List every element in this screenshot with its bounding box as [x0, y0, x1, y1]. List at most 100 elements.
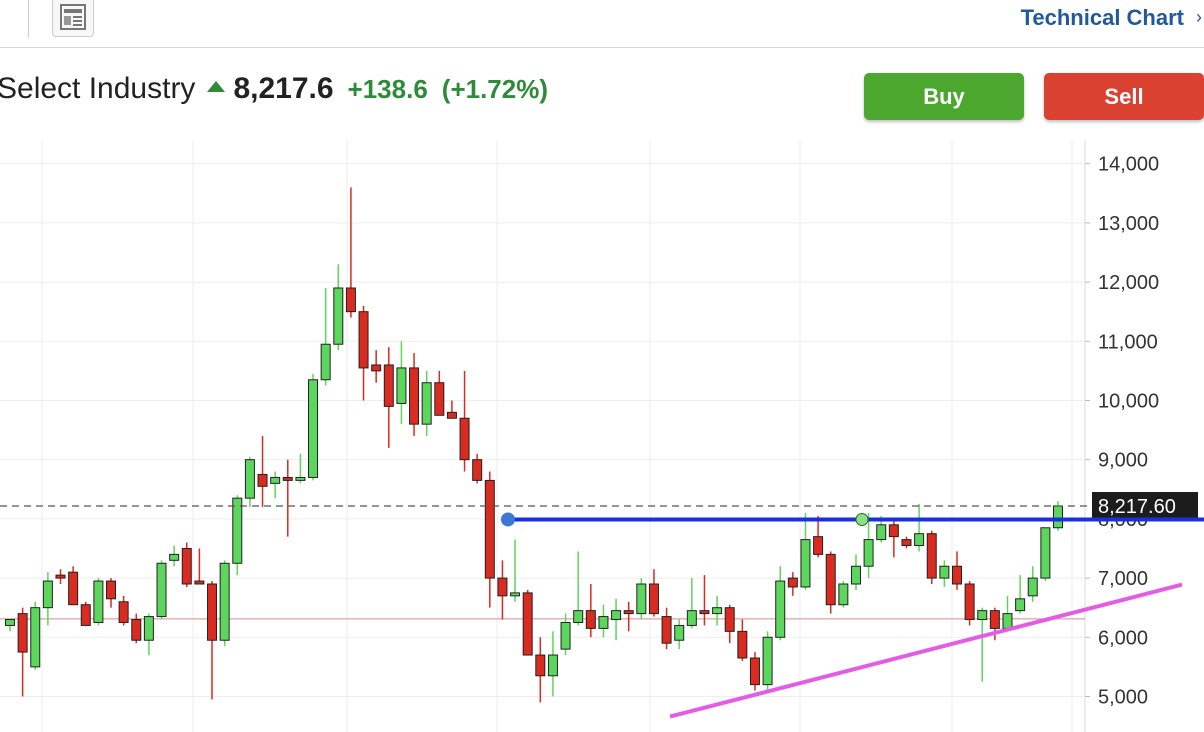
candle-body	[724, 607, 735, 632]
candle-body	[181, 547, 192, 585]
candle-body	[270, 476, 281, 484]
change-percent: (+1.72%)	[441, 74, 549, 104]
candle-body	[409, 367, 420, 425]
candle-body	[156, 562, 167, 618]
candle-body	[787, 577, 798, 588]
candle-body	[333, 287, 344, 345]
trend-line	[669, 582, 1183, 719]
y-tick-label: 12,000	[1098, 272, 1159, 294]
top-bar: Technical Chart ›	[0, 0, 1204, 48]
price: 8,217.6	[233, 72, 334, 105]
candle-body	[383, 364, 394, 407]
candle-body	[939, 565, 950, 579]
candle-body	[825, 553, 836, 606]
change: +138.6	[347, 74, 428, 104]
y-tick-label: 9,000	[1098, 450, 1148, 472]
candle-body	[295, 476, 306, 481]
line-handle	[501, 512, 515, 527]
candle-body	[510, 592, 521, 597]
y-tick-label: 6,000	[1098, 627, 1148, 649]
candle-body	[345, 287, 356, 313]
y-tick-label: 14,000	[1098, 154, 1159, 176]
candle-body	[232, 497, 243, 564]
layout-icon[interactable]	[52, 0, 94, 37]
candle-body	[838, 583, 849, 606]
candle-body	[169, 553, 180, 561]
candle-body	[80, 604, 91, 626]
candle-body	[143, 616, 154, 641]
candle-body	[813, 536, 824, 555]
candle-body	[850, 565, 861, 585]
line-handle	[855, 512, 869, 526]
candle-body	[926, 533, 937, 579]
quote: Select Industry 8,217.6 +138.6 (+1.72%)	[0, 72, 562, 106]
candle-body	[308, 379, 319, 478]
up-arrow	[207, 81, 226, 92]
instrument-name: Select Industry	[0, 72, 196, 105]
candle-body	[888, 524, 899, 538]
candle-body	[371, 364, 382, 372]
candle-body	[699, 610, 710, 615]
candle-body	[585, 610, 596, 629]
candle-body	[497, 577, 508, 597]
candle-body	[68, 571, 79, 606]
candle-body	[118, 601, 129, 623]
candle-body	[522, 592, 533, 656]
candle-body	[42, 580, 53, 609]
candle-body	[876, 524, 887, 541]
y-tick-label: 13,000	[1098, 213, 1159, 235]
candle-body	[1040, 527, 1051, 579]
candle-body	[1027, 577, 1038, 597]
candle-body	[674, 624, 685, 641]
candle-body	[535, 654, 546, 677]
candle-body	[421, 382, 432, 425]
candle-body	[219, 562, 230, 641]
candle-body	[611, 610, 622, 621]
candle-body	[194, 580, 205, 585]
candle-body	[661, 616, 672, 644]
y-tick-label: 11,000	[1098, 331, 1158, 353]
candle-body	[484, 479, 495, 579]
chevron: ›	[1196, 7, 1202, 27]
technical-chart-link[interactable]: Technical Chart	[1020, 5, 1184, 30]
candle-body	[775, 580, 786, 638]
candle-body	[320, 343, 331, 381]
candle-body	[648, 583, 659, 615]
candle-body	[762, 636, 773, 686]
candle-body	[686, 610, 697, 626]
candle-body	[1015, 598, 1026, 612]
candle-body	[712, 607, 723, 615]
y-tick-label: 5,000	[1098, 686, 1148, 708]
candle-body	[901, 539, 912, 547]
candle-body	[914, 533, 925, 547]
candle-body	[446, 411, 457, 419]
y-tick-label: 7,000	[1098, 568, 1148, 590]
candle-body	[951, 565, 962, 585]
candle-body	[989, 610, 1000, 629]
candle-body	[131, 619, 142, 641]
candle-body	[396, 367, 407, 404]
candle-body	[800, 539, 811, 588]
buy-button[interactable]: Buy	[864, 73, 1024, 120]
candle-body	[977, 610, 988, 621]
candle-body	[573, 610, 584, 623]
candle-body	[282, 476, 293, 481]
last-price-label: 8,217.60	[1098, 496, 1176, 518]
icon-graphic	[60, 4, 86, 30]
y-tick-label: 10,000	[1098, 390, 1159, 412]
candle-body	[1053, 505, 1063, 529]
candle-body	[1002, 613, 1013, 629]
candle-body	[636, 583, 647, 615]
last-price-box	[1092, 491, 1198, 520]
candle-body	[358, 311, 369, 369]
candle-body	[547, 654, 558, 677]
candle-body	[257, 473, 268, 487]
candle-body	[459, 417, 470, 461]
candle-body	[5, 619, 15, 626]
candle-body	[207, 583, 218, 641]
candle-body	[472, 459, 483, 481]
candle-body	[93, 580, 104, 623]
sell-button[interactable]: Sell	[1044, 73, 1204, 120]
candle-body	[560, 621, 571, 650]
